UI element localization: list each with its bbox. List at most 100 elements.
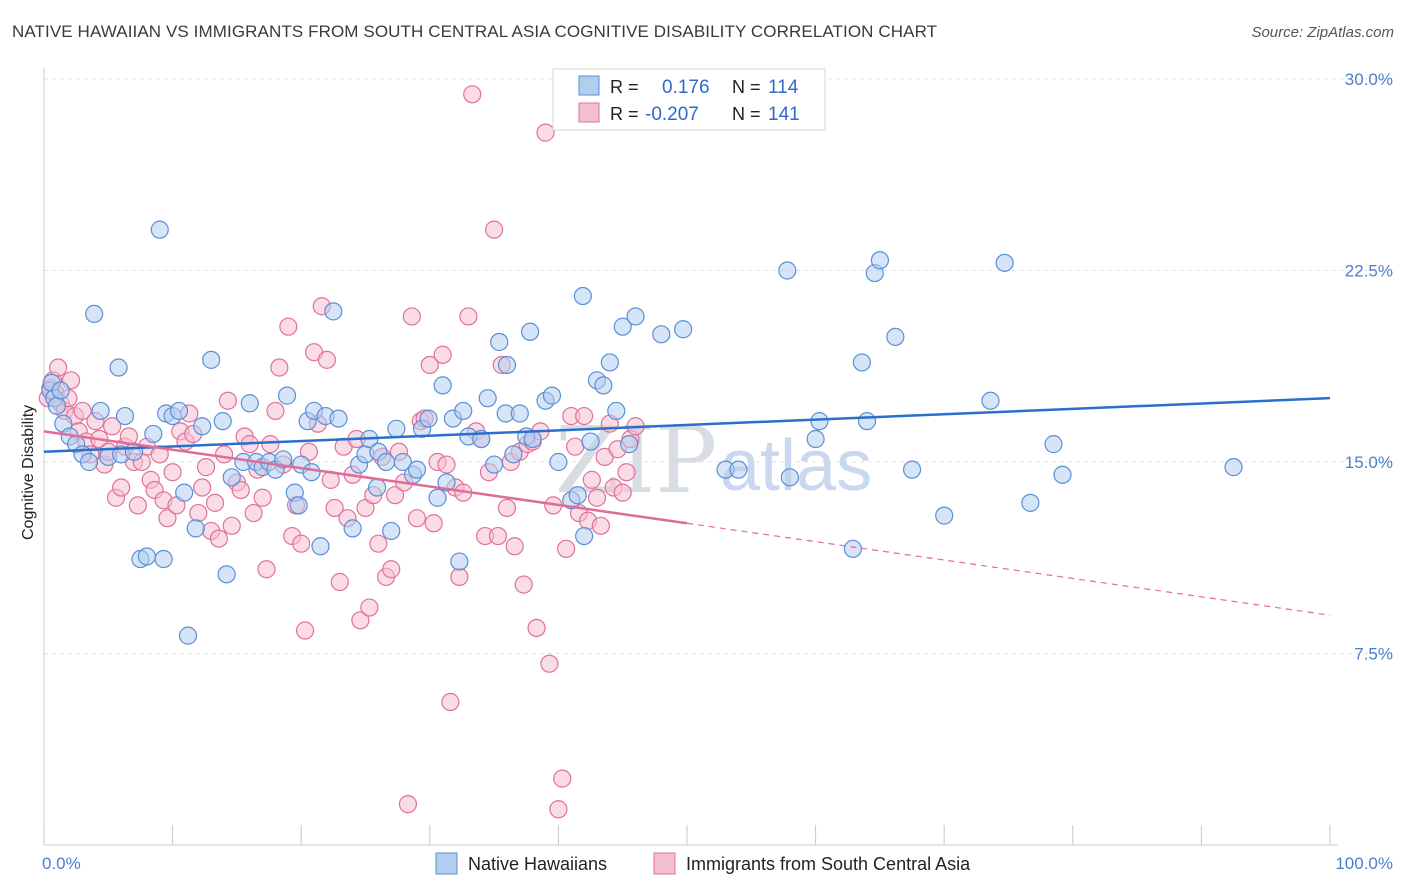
point-native-hawaiian-107 <box>852 353 871 372</box>
chart-title: NATIVE HAWAIIAN VS IMMIGRANTS FROM SOUTH… <box>12 22 938 41</box>
point-native-hawaiian-49 <box>324 302 343 321</box>
point-native-hawaiian-85 <box>549 452 568 472</box>
point-immigrant-114 <box>514 575 533 594</box>
point-native-hawaiian-94 <box>607 401 626 421</box>
point-immigrant-128 <box>575 406 594 426</box>
point-immigrant-51 <box>244 503 263 523</box>
y-tick-labels: 7.5% 15.0% 22.5% 30.0% <box>1345 70 1393 664</box>
point-native-hawaiian-40 <box>277 386 297 405</box>
point-immigrant-39 <box>193 478 212 497</box>
point-immigrant-130 <box>582 470 601 489</box>
point-native-hawaiian-112 <box>902 460 922 479</box>
point-immigrant-45 <box>218 391 237 410</box>
point-immigrant-43 <box>209 529 228 548</box>
point-native-hawaiian-11 <box>91 401 110 421</box>
point-native-hawaiian-116 <box>1021 493 1040 512</box>
point-native-hawaiian-59 <box>387 419 406 438</box>
point-native-hawaiian-31 <box>217 565 236 584</box>
point-immigrant-18 <box>103 417 122 436</box>
point-native-hawaiian-84 <box>542 386 562 405</box>
point-native-hawaiian-93 <box>600 353 619 372</box>
point-immigrant-24 <box>128 496 147 515</box>
source-label: Source: ZipAtlas.com <box>1251 24 1394 41</box>
trend-line-native-hawaiians <box>43 396 1331 454</box>
point-native-hawaiian-117 <box>1044 435 1063 454</box>
point-immigrant-53 <box>253 488 272 507</box>
point-native-hawaiian-19 <box>144 424 163 444</box>
grid-lines <box>44 78 1394 654</box>
point-immigrant-87 <box>398 795 418 814</box>
point-immigrant-62 <box>292 534 311 553</box>
y-axis-label: Cognitive Disability <box>20 405 37 540</box>
point-native-hawaiian-74 <box>485 455 504 474</box>
y-tick-label-2: 22.5% <box>1345 262 1393 281</box>
point-native-hawaiian-78 <box>504 445 523 464</box>
point-native-hawaiian-30 <box>213 412 232 431</box>
point-immigrant-126 <box>566 437 585 456</box>
point-immigrant-78 <box>360 598 379 617</box>
point-native-hawaiian-24 <box>169 401 189 421</box>
trend-lines <box>43 396 1331 616</box>
x-tick-label-max: 100.0% <box>1335 854 1393 873</box>
point-native-hawaiian-10 <box>85 304 104 324</box>
point-native-hawaiian-70 <box>454 401 473 421</box>
point-immigrant-63 <box>295 621 315 640</box>
point-immigrant-137 <box>613 483 632 502</box>
stat-r-value-2: -0.207 <box>645 104 699 125</box>
point-immigrant-99 <box>450 567 469 587</box>
stat-r-label-1: R = <box>610 77 639 97</box>
point-immigrant-97 <box>441 692 460 712</box>
bottom-legend: Native Hawaiians Immigrants from South C… <box>435 852 971 875</box>
point-immigrant-93 <box>424 514 443 533</box>
point-native-hawaiian-25 <box>175 483 194 502</box>
point-native-hawaiian-81 <box>521 322 540 341</box>
point-native-hawaiian-73 <box>478 389 497 408</box>
x-tick-label-min: 0.0% <box>42 854 81 873</box>
point-immigrant-32 <box>163 463 182 482</box>
point-immigrant-124 <box>557 539 576 558</box>
axes <box>43 68 1338 846</box>
point-immigrant-92 <box>420 355 439 375</box>
point-immigrant-55 <box>261 435 280 454</box>
point-immigrant-11 <box>73 401 92 421</box>
point-native-hawaiian-9 <box>79 452 99 472</box>
point-native-hawaiian-58 <box>382 521 401 541</box>
point-native-hawaiian-4 <box>51 381 70 400</box>
point-immigrant-88 <box>402 307 421 326</box>
stat-n-value-2: 141 <box>768 104 800 125</box>
point-immigrant-20 <box>112 478 131 497</box>
series-immigrants-points <box>38 85 645 819</box>
point-immigrant-40 <box>196 458 216 477</box>
point-native-hawaiian-34 <box>240 394 259 413</box>
point-native-hawaiian-89 <box>575 526 594 546</box>
point-immigrant-38 <box>189 503 208 523</box>
point-immigrant-112 <box>505 537 524 556</box>
point-immigrant-44 <box>214 445 234 464</box>
bottom-legend-swatch-blue <box>435 852 458 875</box>
point-native-hawaiian-99 <box>674 320 693 339</box>
point-immigrant-107 <box>485 220 504 239</box>
point-native-hawaiian-75 <box>490 332 509 352</box>
bottom-legend-swatch-pink <box>653 852 676 875</box>
point-native-hawaiian-113 <box>935 506 954 525</box>
point-native-hawaiian-57 <box>376 452 396 472</box>
point-native-hawaiian-18 <box>137 547 156 566</box>
stat-r-label-2: R = <box>610 104 639 124</box>
point-immigrant-46 <box>222 516 241 535</box>
point-native-hawaiian-67 <box>437 473 456 492</box>
point-native-hawaiian-66 <box>433 376 452 395</box>
point-immigrant-80 <box>369 534 388 553</box>
point-immigrant-71 <box>330 572 349 592</box>
point-immigrant-57 <box>270 358 289 377</box>
point-immigrant-84 <box>385 486 405 505</box>
point-native-hawaiian-102 <box>778 261 797 280</box>
point-immigrant-119 <box>536 123 555 142</box>
point-native-hawaiian-3 <box>47 396 66 415</box>
point-native-hawaiian-110 <box>870 251 890 270</box>
point-native-hawaiian-88 <box>573 286 592 306</box>
stat-r-value-1: 0.176 <box>662 77 710 98</box>
point-native-hawaiian-98 <box>652 325 671 344</box>
point-immigrant-95 <box>433 345 452 364</box>
point-immigrant-4 <box>49 358 68 377</box>
point-immigrant-48 <box>231 480 250 500</box>
